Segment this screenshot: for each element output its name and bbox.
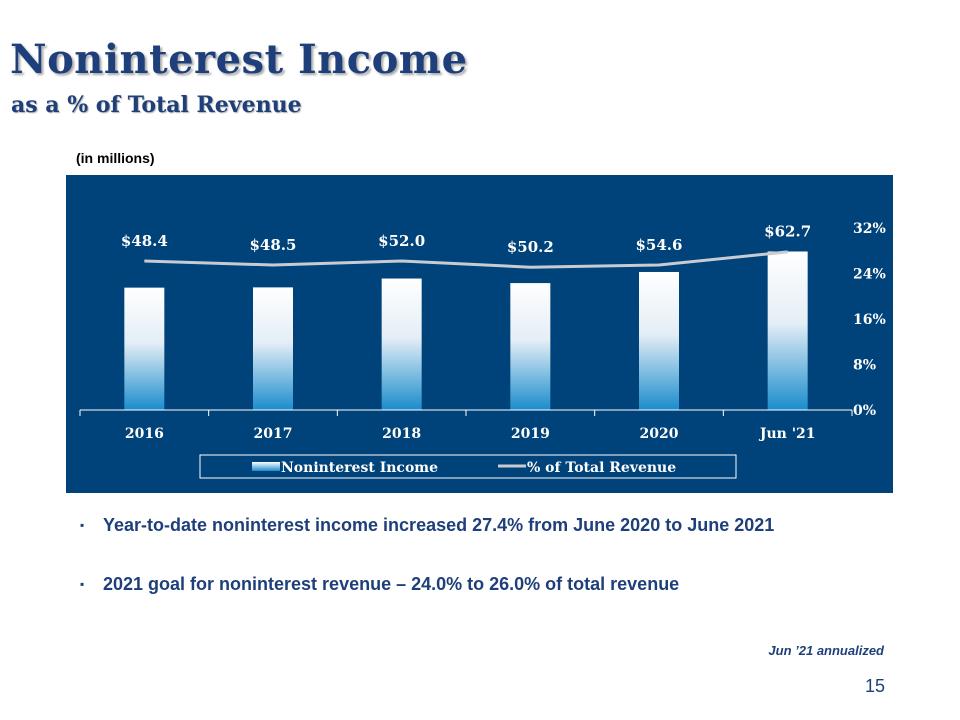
footnote: Jun ’21 annualized xyxy=(768,643,884,658)
chart-panel: $48.4 $48.5 $52.0 $50.2 $54.6 $62.7 2016 2017 2… xyxy=(66,175,893,493)
bullet-text: 2021 goal for noninterest revenue – 24.0… xyxy=(103,574,680,594)
y2-tick-label: 24% xyxy=(853,267,886,283)
y2-tick-label: 32% xyxy=(853,221,886,237)
legend-label-line: % of Total Revenue xyxy=(527,460,676,476)
bar-2019 xyxy=(510,283,551,410)
slide-subtitle: as a % of Total Revenue xyxy=(11,92,302,118)
bar-data-label: $48.4 xyxy=(121,232,168,250)
bar-2016 xyxy=(124,287,165,410)
x-tick-label: 2019 xyxy=(511,426,550,442)
x-tick-label: 2016 xyxy=(125,426,164,442)
bullet-marker: ▪ xyxy=(80,577,85,591)
x-tick-label: Jun '21 xyxy=(758,426,816,442)
bar-2017 xyxy=(253,287,293,410)
bar-data-label: $50.2 xyxy=(507,238,554,256)
bullet-item: ▪ Year-to-date noninterest income increa… xyxy=(80,514,884,537)
bullet-text: Year-to-date noninterest income increase… xyxy=(103,515,775,535)
legend-label-bar: Noninterest Income xyxy=(281,460,438,476)
noninterest-income-chart: $48.4 $48.5 $52.0 $50.2 $54.6 $62.7 2016 2017 2… xyxy=(79,221,886,479)
bullet-marker: ▪ xyxy=(80,518,85,532)
x-tick-label: 2018 xyxy=(382,426,421,442)
x-tick-label: 2020 xyxy=(640,426,679,442)
x-tick-label: 2017 xyxy=(254,426,293,442)
y2-tick-label: 8% xyxy=(853,358,876,374)
bar-data-label: $54.6 xyxy=(636,236,683,254)
page-number: 15 xyxy=(864,676,885,696)
bar-2020 xyxy=(639,271,679,410)
bar-jun-21 xyxy=(767,251,808,410)
legend-swatch-bar xyxy=(252,462,280,471)
bullet-list: ▪ Year-to-date noninterest income increa… xyxy=(80,514,884,596)
bar-2018 xyxy=(381,278,422,410)
slide-title: Noninterest Income xyxy=(10,36,468,83)
bar-data-label: $62.7 xyxy=(764,222,811,240)
y2-tick-label: 16% xyxy=(853,312,886,328)
units-note: (in millions) xyxy=(76,150,155,166)
bar-data-label: $52.0 xyxy=(378,232,425,250)
line-pct-total-revenue xyxy=(144,250,788,269)
y2-tick-label: 0% xyxy=(853,403,876,419)
legend-box xyxy=(199,454,737,479)
bullet-item: ▪ 2021 goal for noninterest revenue – 24… xyxy=(80,573,884,596)
bar-data-label: $48.5 xyxy=(250,236,297,254)
